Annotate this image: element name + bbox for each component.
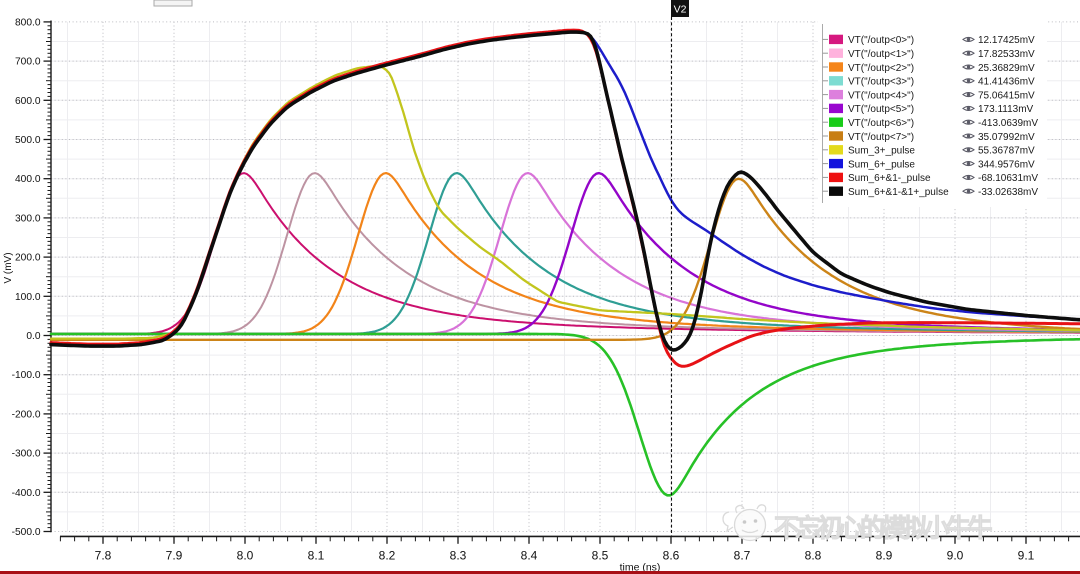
svg-text:8.1: 8.1	[308, 549, 325, 563]
svg-text:-68.10631mV: -68.10631mV	[978, 173, 1038, 184]
svg-text:-100.0: -100.0	[12, 370, 41, 381]
svg-text:0.0: 0.0	[26, 331, 40, 342]
svg-text:VT("/outp<7>"): VT("/outp<7>")	[848, 132, 914, 143]
svg-text:-413.0639mV: -413.0639mV	[978, 118, 1038, 129]
svg-text:800.0: 800.0	[15, 17, 41, 28]
svg-text:VT("/outp<5>"): VT("/outp<5>")	[848, 104, 914, 115]
svg-text:200.0: 200.0	[15, 253, 41, 264]
svg-text:VT("/outp<0>"): VT("/outp<0>")	[848, 35, 914, 46]
svg-text:12.17425mV: 12.17425mV	[978, 35, 1035, 46]
svg-text:-500.0: -500.0	[12, 527, 41, 538]
svg-text:700.0: 700.0	[15, 57, 41, 68]
svg-text:100.0: 100.0	[15, 292, 41, 303]
svg-text:-300.0: -300.0	[12, 449, 41, 460]
svg-text:8.8: 8.8	[805, 549, 822, 563]
svg-text:173.1113mV: 173.1113mV	[978, 104, 1034, 115]
svg-text:8.2: 8.2	[379, 549, 396, 563]
svg-text:55.36787mV: 55.36787mV	[978, 146, 1035, 157]
svg-text:-200.0: -200.0	[12, 409, 41, 420]
svg-text:VT("/outp<3>"): VT("/outp<3>")	[848, 77, 914, 88]
svg-text:VT("/outp<6>"): VT("/outp<6>")	[848, 118, 914, 129]
svg-text:7.9: 7.9	[166, 549, 183, 563]
svg-text:Sum_6+_pulse: Sum_6+_pulse	[848, 159, 915, 170]
svg-text:75.06415mV: 75.06415mV	[978, 90, 1035, 101]
svg-text:8.6: 8.6	[663, 549, 680, 563]
svg-text:8.7: 8.7	[734, 549, 751, 563]
svg-text:25.36829mV: 25.36829mV	[978, 63, 1035, 74]
svg-text:7.8: 7.8	[95, 549, 112, 563]
svg-text:9.0: 9.0	[947, 549, 964, 563]
svg-text:400.0: 400.0	[15, 174, 41, 185]
svg-text:8.0: 8.0	[237, 549, 254, 563]
svg-text:8.9: 8.9	[876, 549, 893, 563]
svg-text:time (ns): time (ns)	[620, 562, 661, 574]
svg-text:8.5: 8.5	[592, 549, 609, 563]
svg-text:V (mV): V (mV)	[3, 252, 14, 283]
svg-text:V2: V2	[674, 4, 687, 16]
svg-text:17.82533mV: 17.82533mV	[978, 49, 1035, 60]
svg-text:Sum_6+&1-&1+_pulse: Sum_6+&1-&1+_pulse	[848, 187, 949, 198]
svg-text:VT("/outp<2>"): VT("/outp<2>")	[848, 63, 914, 74]
svg-text:8.3: 8.3	[450, 549, 467, 563]
svg-text:9.1: 9.1	[1018, 549, 1035, 563]
svg-text:不忘初心的模拟小牛牛: 不忘初心的模拟小牛牛	[774, 514, 993, 543]
svg-text:41.41436mV: 41.41436mV	[978, 77, 1035, 88]
svg-text:Sum_3+_pulse: Sum_3+_pulse	[848, 146, 915, 157]
svg-text:300.0: 300.0	[15, 213, 41, 224]
svg-text:35.07992mV: 35.07992mV	[978, 132, 1035, 143]
svg-text:500.0: 500.0	[15, 135, 41, 146]
svg-text:-33.02638mV: -33.02638mV	[978, 187, 1038, 198]
svg-text:600.0: 600.0	[15, 96, 41, 107]
svg-text:VT("/outp<1>"): VT("/outp<1>")	[848, 49, 914, 60]
svg-text:344.9576mV: 344.9576mV	[978, 159, 1035, 170]
svg-text:-400.0: -400.0	[12, 488, 41, 499]
svg-text:VT("/outp<4>"): VT("/outp<4>")	[848, 90, 914, 101]
svg-text:8.4: 8.4	[521, 549, 538, 563]
svg-text:Sum_6+&1-_pulse: Sum_6+&1-_pulse	[848, 173, 931, 184]
